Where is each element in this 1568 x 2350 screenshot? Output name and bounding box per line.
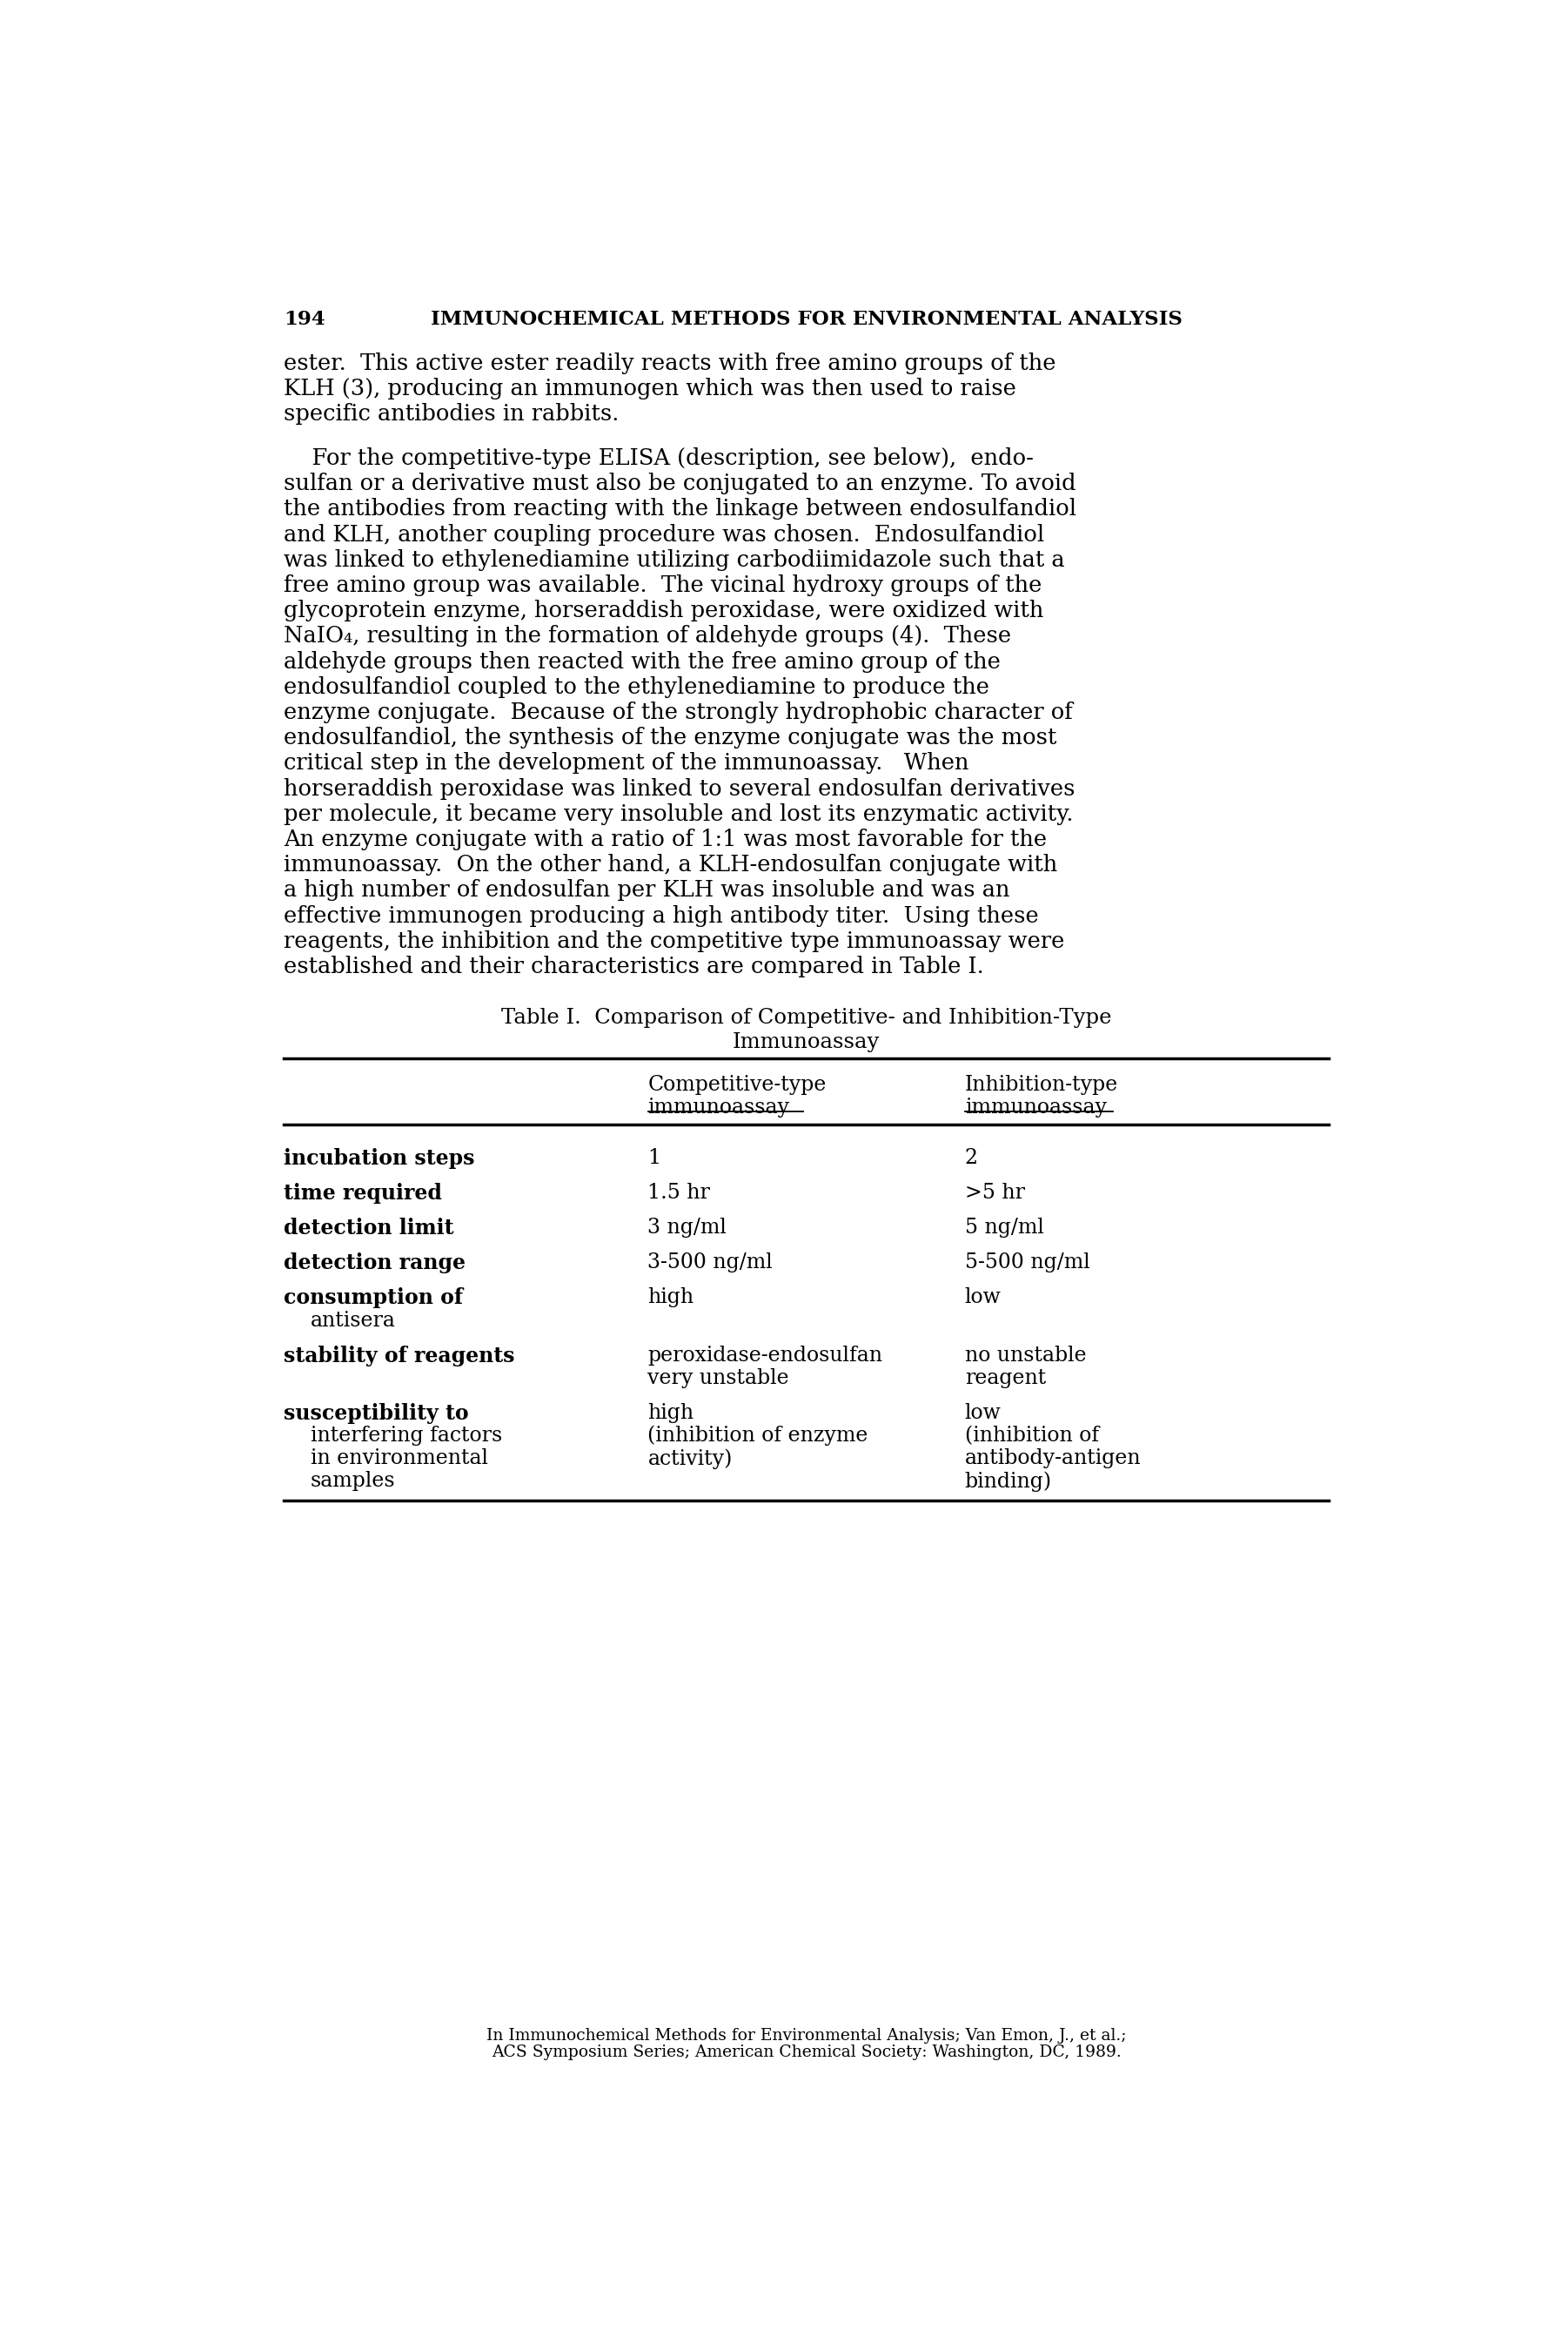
- Text: aldehyde groups then reacted with the free amino group of the: aldehyde groups then reacted with the fr…: [284, 651, 1000, 672]
- Text: effective immunogen producing a high antibody titer.  Using these: effective immunogen producing a high ant…: [284, 905, 1038, 926]
- Text: was linked to ethylenediamine utilizing carbodiimidazole such that a: was linked to ethylenediamine utilizing …: [284, 550, 1065, 571]
- Text: high: high: [648, 1403, 695, 1422]
- Text: consumption of: consumption of: [284, 1288, 463, 1309]
- Text: 5 ng/ml: 5 ng/ml: [964, 1217, 1044, 1238]
- Text: antibody-antigen: antibody-antigen: [964, 1448, 1142, 1469]
- Text: and KLH, another coupling procedure was chosen.  Endosulfandiol: and KLH, another coupling procedure was …: [284, 524, 1044, 545]
- Text: IMMUNOCHEMICAL METHODS FOR ENVIRONMENTAL ANALYSIS: IMMUNOCHEMICAL METHODS FOR ENVIRONMENTAL…: [431, 310, 1182, 329]
- Text: (inhibition of: (inhibition of: [964, 1426, 1099, 1445]
- Text: antisera: antisera: [310, 1311, 395, 1330]
- Text: established and their characteristics are compared in Table I.: established and their characteristics ar…: [284, 956, 983, 978]
- Text: >5 hr: >5 hr: [964, 1182, 1025, 1203]
- Text: detection limit: detection limit: [284, 1217, 453, 1238]
- Text: glycoprotein enzyme, horseraddish peroxidase, were oxidized with: glycoprotein enzyme, horseraddish peroxi…: [284, 599, 1044, 623]
- Text: low: low: [964, 1288, 1002, 1307]
- Text: reagents, the inhibition and the competitive type immunoassay were: reagents, the inhibition and the competi…: [284, 931, 1065, 952]
- Text: interfering factors: interfering factors: [310, 1426, 502, 1445]
- Text: the antibodies from reacting with the linkage between endosulfandiol: the antibodies from reacting with the li…: [284, 498, 1076, 519]
- Text: Table I.  Comparison of Competitive- and Inhibition-Type: Table I. Comparison of Competitive- and …: [502, 1008, 1112, 1027]
- Text: An enzyme conjugate with a ratio of 1:1 was most favorable for the: An enzyme conjugate with a ratio of 1:1 …: [284, 830, 1047, 851]
- Text: endosulfandiol coupled to the ethylenediamine to produce the: endosulfandiol coupled to the ethylenedi…: [284, 677, 989, 698]
- Text: (inhibition of enzyme: (inhibition of enzyme: [648, 1426, 869, 1445]
- Text: 3-500 ng/ml: 3-500 ng/ml: [648, 1253, 773, 1274]
- Text: horseraddish peroxidase was linked to several endosulfan derivatives: horseraddish peroxidase was linked to se…: [284, 778, 1076, 799]
- Text: Inhibition-type: Inhibition-type: [964, 1076, 1118, 1095]
- Text: immunoassay: immunoassay: [648, 1097, 790, 1119]
- Text: incubation steps: incubation steps: [284, 1149, 475, 1168]
- Text: 5-500 ng/ml: 5-500 ng/ml: [964, 1253, 1090, 1274]
- Text: binding): binding): [964, 1471, 1052, 1492]
- Text: 1: 1: [648, 1149, 662, 1168]
- Text: time required: time required: [284, 1182, 442, 1203]
- Text: 194: 194: [284, 310, 325, 329]
- Text: in environmental: in environmental: [310, 1448, 488, 1469]
- Text: endosulfandiol, the synthesis of the enzyme conjugate was the most: endosulfandiol, the synthesis of the enz…: [284, 726, 1057, 750]
- Text: free amino group was available.  The vicinal hydroxy groups of the: free amino group was available. The vici…: [284, 573, 1041, 597]
- Text: 3 ng/ml: 3 ng/ml: [648, 1217, 728, 1238]
- Text: immunoassay: immunoassay: [964, 1097, 1107, 1119]
- Text: specific antibodies in rabbits.: specific antibodies in rabbits.: [284, 404, 619, 425]
- Text: NaIO₄, resulting in the formation of aldehyde groups (4).  These: NaIO₄, resulting in the formation of ald…: [284, 625, 1011, 646]
- Text: In Immunochemical Methods for Environmental Analysis; Van Emon, J., et al.;: In Immunochemical Methods for Environmen…: [486, 2028, 1126, 2044]
- Text: For the competitive-type ELISA (description, see below),  endo-: For the competitive-type ELISA (descript…: [284, 446, 1033, 470]
- Text: sulfan or a derivative must also be conjugated to an enzyme. To avoid: sulfan or a derivative must also be conj…: [284, 472, 1076, 494]
- Text: ester.  This active ester readily reacts with free amino groups of the: ester. This active ester readily reacts …: [284, 352, 1055, 374]
- Text: high: high: [648, 1288, 695, 1307]
- Text: reagent: reagent: [964, 1368, 1046, 1389]
- Text: 2: 2: [964, 1149, 978, 1168]
- Text: a high number of endosulfan per KLH was insoluble and was an: a high number of endosulfan per KLH was …: [284, 879, 1010, 902]
- Text: ACS Symposium Series; American Chemical Society: Washington, DC, 1989.: ACS Symposium Series; American Chemical …: [491, 2044, 1121, 2061]
- Text: KLH (3), producing an immunogen which was then used to raise: KLH (3), producing an immunogen which wa…: [284, 378, 1016, 400]
- Text: no unstable: no unstable: [964, 1344, 1087, 1365]
- Text: peroxidase-endosulfan: peroxidase-endosulfan: [648, 1344, 883, 1365]
- Text: detection range: detection range: [284, 1253, 466, 1274]
- Text: samples: samples: [310, 1471, 395, 1492]
- Text: per molecule, it became very insoluble and lost its enzymatic activity.: per molecule, it became very insoluble a…: [284, 804, 1074, 825]
- Text: susceptibility to: susceptibility to: [284, 1403, 469, 1424]
- Text: Competitive-type: Competitive-type: [648, 1076, 826, 1095]
- Text: stability of reagents: stability of reagents: [284, 1344, 514, 1365]
- Text: Immunoassay: Immunoassay: [732, 1032, 880, 1053]
- Text: critical step in the development of the immunoassay.   When: critical step in the development of the …: [284, 752, 969, 773]
- Text: low: low: [964, 1403, 1002, 1422]
- Text: very unstable: very unstable: [648, 1368, 789, 1389]
- Text: activity): activity): [648, 1448, 732, 1469]
- Text: immunoassay.  On the other hand, a KLH-endosulfan conjugate with: immunoassay. On the other hand, a KLH-en…: [284, 853, 1057, 877]
- Text: enzyme conjugate.  Because of the strongly hydrophobic character of: enzyme conjugate. Because of the strongl…: [284, 703, 1073, 724]
- Text: 1.5 hr: 1.5 hr: [648, 1182, 710, 1203]
